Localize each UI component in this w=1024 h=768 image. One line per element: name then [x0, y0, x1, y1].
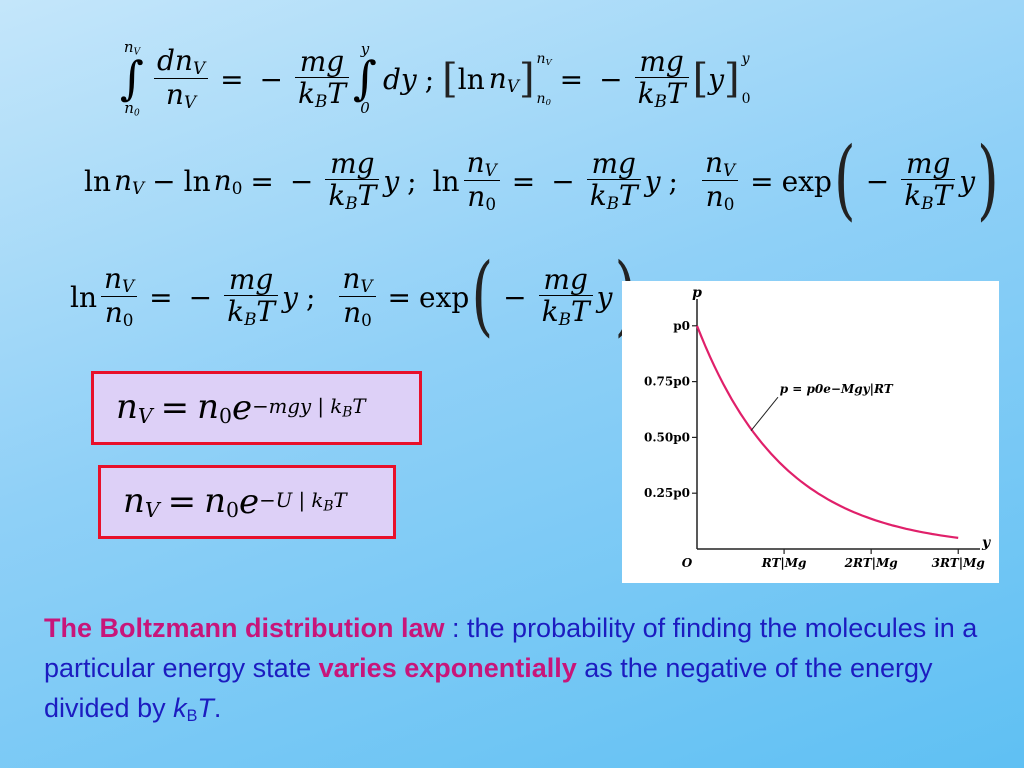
equals-sign: =: [559, 62, 584, 96]
curve-label: p = p0e−Mgy|RT: [780, 382, 894, 396]
caption-separator: :: [444, 613, 468, 643]
x-tick-label: O: [682, 556, 693, 570]
integral-1: nV ∫ n0: [120, 40, 144, 118]
minus-sign: −: [259, 62, 283, 96]
pressure-vs-height-chart: p y p0 0.75p0 0.50p0 0.25p0 O RT|Mg 2RT|Mg 3RT…: [622, 281, 999, 583]
caption-term: The Boltzmann distribution law: [44, 613, 445, 643]
x-axis-title: y: [981, 535, 991, 551]
caption-emphasis: varies exponentially: [318, 653, 577, 683]
integral-1-upper: nV: [123, 38, 141, 58]
left-bracket: [: [442, 56, 458, 103]
y-ticks: p0 0.75p0 0.50p0 0.25p0: [644, 319, 697, 500]
y-term: y: [708, 62, 725, 96]
fraction-mg-over-kbt: mg kBT: [295, 47, 349, 111]
equals-sign: =: [220, 62, 244, 96]
equation-row-1: nV ∫ n0 dnV nV = − mg kBT y ∫ 0 dy ; [ l…: [120, 38, 751, 119]
fraction-dn-over-n: dnV nV: [153, 46, 209, 112]
evaluation-limits-n: nV n0: [536, 51, 552, 108]
caption-subscript-b: B: [186, 707, 198, 726]
equation-row-3: ln nV n0 = − mg kBT y ; nV n0 = exp ( − …: [70, 246, 636, 347]
left-bracket: [: [692, 56, 709, 103]
x-ticks: O RT|Mg 2RT|Mg 3RT|Mg: [682, 549, 985, 570]
y-tick-label: 0.75p0: [644, 375, 690, 389]
caption-period: .: [213, 693, 222, 723]
caption-t: T: [197, 693, 214, 723]
y-tick-label: 0.25p0: [644, 486, 690, 500]
dy-term: dy: [382, 62, 417, 96]
chart-svg: p y p0 0.75p0 0.50p0 0.25p0 O RT|Mg 2RT|Mg 3RT…: [644, 285, 991, 570]
y-tick-label: 0.50p0: [644, 430, 690, 444]
caption-text-1: the probability of finding the molecules…: [44, 613, 978, 683]
caption-k: k: [173, 693, 187, 723]
y-tick-label: p0: [673, 319, 690, 333]
ln-term: ln: [457, 62, 485, 96]
equation-row-2: ln nV − ln n0 = − mg kBT y ; ln nV n0 = …: [84, 130, 999, 231]
integral-2: y ∫ 0: [353, 40, 377, 117]
curve-label-pointer: [750, 396, 779, 432]
boxed-equation-2: nV = n0 e −U | kBT: [98, 465, 396, 539]
fraction-mg-over-kbt: mg kBT: [634, 47, 689, 111]
integral-1-lower: n0: [124, 98, 140, 119]
integral-sign: ∫: [120, 51, 144, 106]
caption-paragraph: The Boltzmann distribution law : the pro…: [44, 608, 994, 736]
boxed-equation-1: nV = n0 e −mgy | kBT: [91, 371, 422, 445]
caption-text-2: as the negative of the energy divided by: [44, 653, 933, 723]
minus-sign: −: [599, 62, 623, 96]
right-bracket: ]: [518, 56, 535, 103]
x-tick-label: RT|Mg: [761, 556, 807, 570]
right-bracket: ]: [724, 56, 740, 103]
x-tick-label: 3RT|Mg: [932, 556, 985, 570]
evaluation-limits-y: y 0: [741, 51, 751, 108]
y-axis-title: p: [692, 285, 702, 301]
x-tick-label: 2RT|Mg: [844, 556, 898, 570]
separator: ;: [424, 62, 435, 96]
data-series-curve: [695, 325, 959, 539]
